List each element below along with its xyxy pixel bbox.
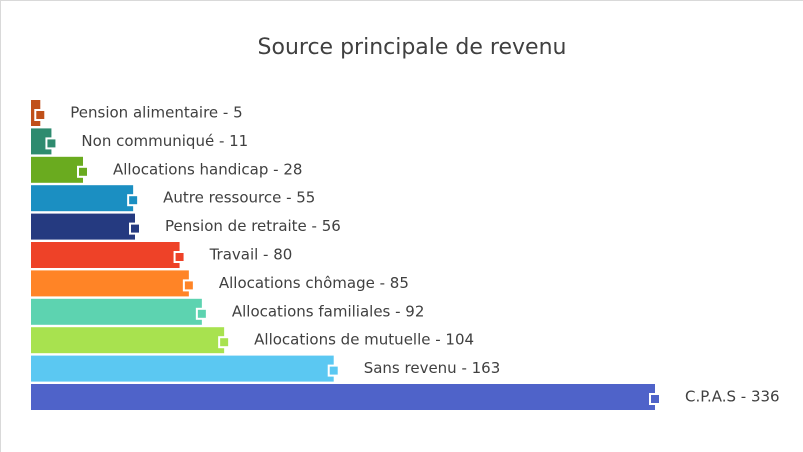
- bar: [31, 185, 134, 212]
- bar: [31, 327, 225, 354]
- bar-label: Autre ressource - 55: [163, 189, 315, 207]
- bar: [31, 156, 83, 183]
- bar-marker: [127, 194, 140, 207]
- bar-label: Allocations familiales - 92: [232, 302, 425, 320]
- bar-marker: [34, 109, 47, 121]
- bar-marker: [45, 137, 58, 150]
- bar: [31, 298, 202, 325]
- bar: [31, 355, 334, 382]
- bar-marker: [218, 336, 231, 349]
- bar: [31, 213, 135, 240]
- bar-label: Pension alimentaire - 5: [70, 104, 242, 122]
- bar-marker: [195, 307, 208, 320]
- bar: [31, 384, 655, 410]
- bar-marker: [129, 222, 141, 235]
- bar-marker: [327, 364, 340, 377]
- chart-title: Source principale de revenu: [258, 35, 567, 60]
- bar-marker: [173, 251, 186, 263]
- bar-label: Allocations de mutuelle - 104: [254, 331, 474, 349]
- bar-label: C.P.A.S - 336: [685, 388, 780, 406]
- bar-label: Allocations chômage - 85: [219, 274, 409, 292]
- bar-label: Non communiqué - 11: [81, 132, 248, 150]
- bar-label: Sans revenu - 163: [364, 359, 501, 377]
- bar-label: Allocations handicap - 28: [113, 160, 302, 178]
- bar-marker: [77, 165, 89, 178]
- bar-marker: [649, 393, 661, 405]
- bar-marker: [182, 279, 195, 292]
- bar: [31, 270, 189, 297]
- bar-label: Pension de retraite - 56: [165, 217, 341, 235]
- bar-label: Travail - 80: [209, 246, 293, 264]
- bar: [31, 242, 180, 268]
